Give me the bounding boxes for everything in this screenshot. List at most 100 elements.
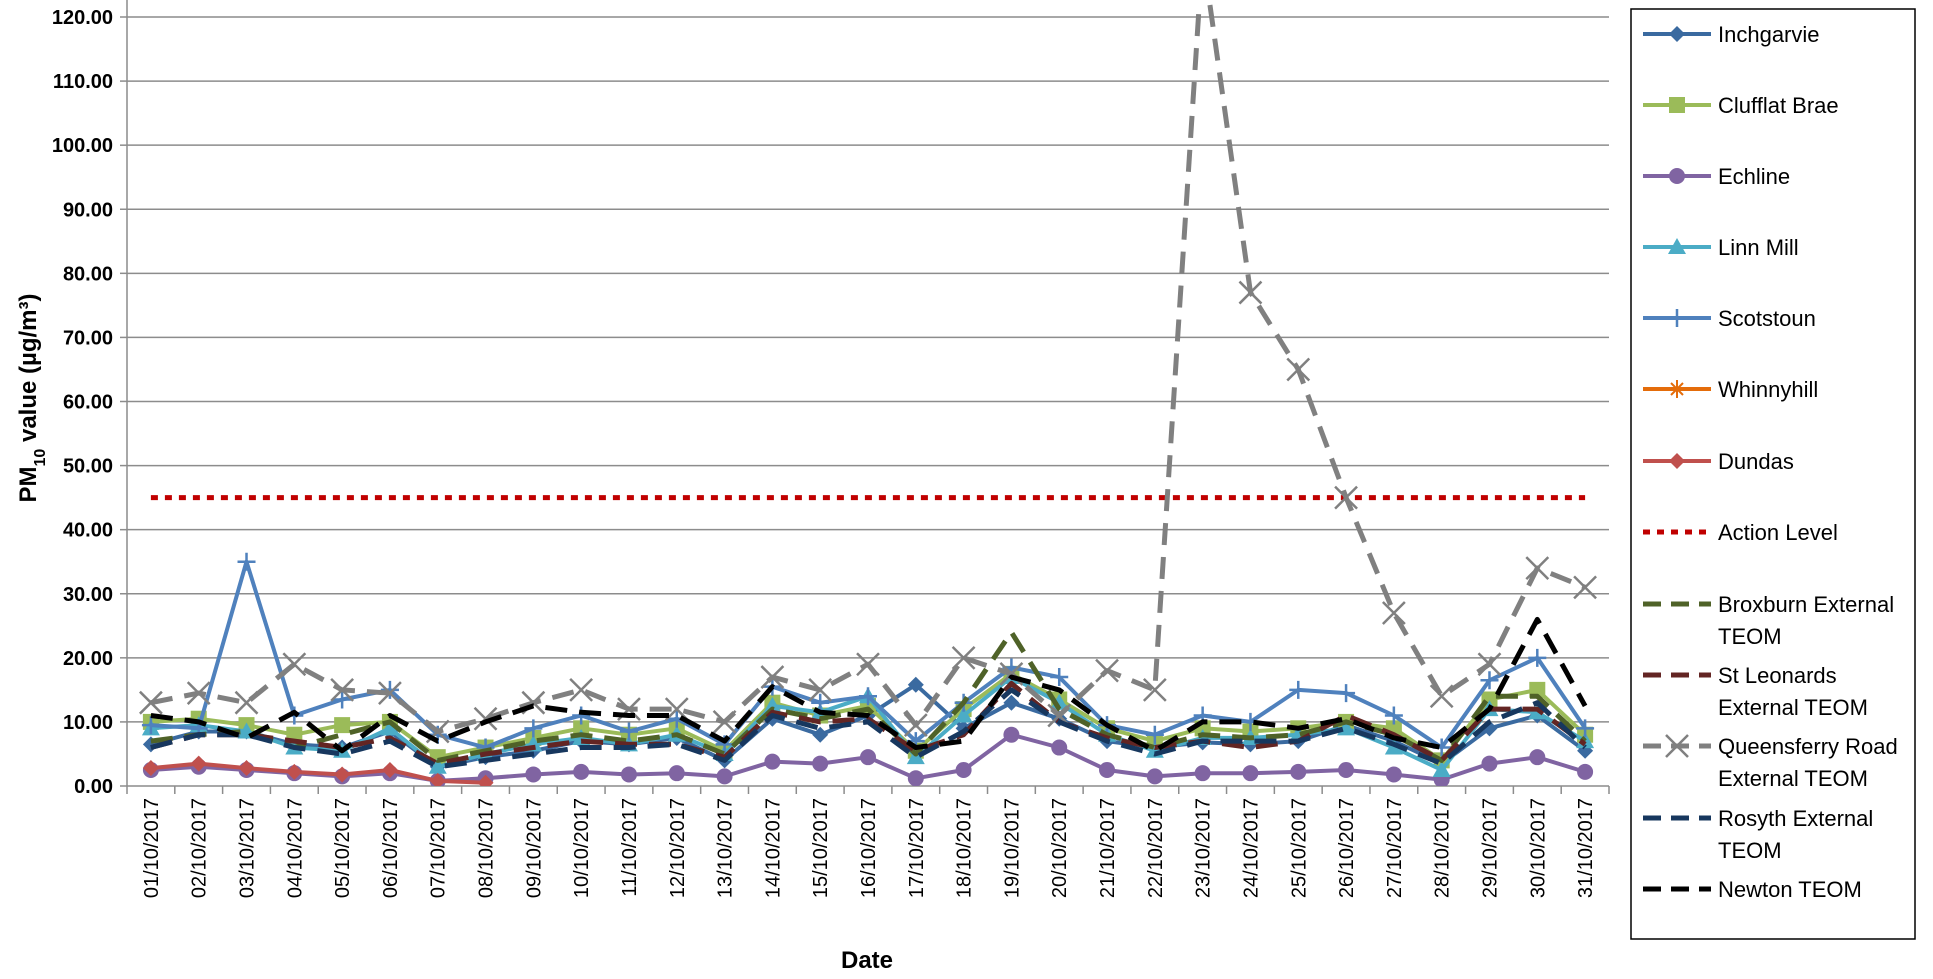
x-tick-label: 18/10/2017 <box>954 798 976 898</box>
data-point <box>238 760 255 777</box>
data-point <box>380 719 399 736</box>
legend-label: Queensferry Road <box>1718 734 1898 759</box>
x-tick-label: 24/10/2017 <box>1240 798 1262 898</box>
legend-label: TEOM <box>1718 624 1782 649</box>
data-point <box>1480 671 1499 690</box>
data-point <box>1577 763 1594 780</box>
x-tick-label: 14/10/2017 <box>762 798 784 898</box>
data-point <box>1290 763 1307 780</box>
data-point <box>190 755 207 772</box>
legend-entry: Rosyth External TEOM <box>1643 806 1873 863</box>
legend-label: Newton TEOM <box>1718 877 1862 902</box>
data-point <box>572 706 591 725</box>
y-tick-label: 10.00 <box>63 712 113 734</box>
data-point <box>1384 706 1403 725</box>
legend-label: Scotstoun <box>1718 306 1816 331</box>
legend-box <box>1630 8 1916 940</box>
data-point <box>812 726 829 743</box>
data-point <box>1432 760 1451 777</box>
legend-label: St Leonards <box>1718 663 1837 688</box>
y-tick-label: 20.00 <box>63 648 113 670</box>
x-tick-label: 20/10/2017 <box>1049 798 1071 898</box>
legend-entry: Linn Mill <box>1643 235 1799 260</box>
data-point <box>1238 280 1263 305</box>
legend-marker <box>1669 97 1685 113</box>
data-point <box>907 770 924 786</box>
series-broxburn-external-teom <box>150 629 1587 763</box>
data-point <box>237 552 256 571</box>
x-tick-label: 27/10/2017 <box>1384 798 1406 898</box>
legend-label: Whinnyhill <box>1718 377 1818 402</box>
y-tick-label: 60.00 <box>63 392 113 414</box>
legend-entry: Scotstoun <box>1643 306 1816 331</box>
x-tick-label: 13/10/2017 <box>715 798 737 898</box>
x-tick-label: 31/10/2017 <box>1575 798 1597 898</box>
legend: Inchgarvie Clufflat Brae Echline Linn Mill S… <box>1630 8 1916 940</box>
x-tick-label: 07/10/2017 <box>428 798 450 898</box>
x-tick-label: 21/10/2017 <box>1097 798 1119 898</box>
legend-entry: Newton TEOM <box>1643 877 1862 902</box>
data-point <box>1338 761 1355 778</box>
data-point <box>1381 601 1406 625</box>
y-tick-label: 90.00 <box>63 199 113 221</box>
x-tick-label: 23/10/2017 <box>1193 798 1215 898</box>
data-point <box>1385 766 1402 783</box>
legend-entry: Dundas <box>1643 449 1794 474</box>
data-point <box>142 760 159 777</box>
legend-marker <box>1669 168 1685 184</box>
data-point <box>524 719 543 738</box>
y-tick-label: 80.00 <box>63 263 113 285</box>
axes <box>120 0 1610 794</box>
data-point <box>1334 485 1358 510</box>
data-point <box>380 680 399 699</box>
legend-label: External TEOM <box>1718 766 1868 791</box>
data-point <box>668 765 685 782</box>
legend-marker <box>1668 309 1686 327</box>
series-dundas <box>142 755 494 786</box>
x-tick-label: 15/10/2017 <box>810 798 832 898</box>
data-point <box>1337 684 1356 703</box>
data-point <box>1003 726 1020 743</box>
legend-entry: Broxburn External TEOM <box>1643 592 1894 649</box>
data-point <box>428 757 447 774</box>
series-rosyth-external-teom <box>150 687 1587 770</box>
data-point <box>619 722 638 741</box>
x-axis-title: Date <box>841 947 893 974</box>
legend-entry: Echline <box>1643 164 1790 189</box>
series-newton-teom <box>150 616 1588 754</box>
data-point <box>333 690 352 709</box>
data-point <box>477 774 494 786</box>
series-lines <box>139 4 1597 786</box>
legend-label: Rosyth External <box>1718 806 1873 831</box>
x-tick-labels: 01/10/2017 02/10/2017 03/10/2017 04/10/2017… <box>141 798 1597 898</box>
legend-marker <box>1668 380 1686 398</box>
legend-label: Broxburn External <box>1718 592 1894 617</box>
data-point <box>1286 357 1311 382</box>
legend-entry: Whinnyhill <box>1643 377 1818 402</box>
x-tick-label: 12/10/2017 <box>667 798 689 898</box>
data-point <box>573 763 590 780</box>
data-point <box>525 766 542 783</box>
data-point <box>808 677 833 702</box>
data-point <box>334 717 351 734</box>
y-tick-label: 100.00 <box>52 135 113 157</box>
x-tick-label: 10/10/2017 <box>571 798 593 898</box>
x-tick-label: 22/10/2017 <box>1145 798 1167 898</box>
y-tick-label: 50.00 <box>63 456 113 478</box>
data-point <box>1003 694 1020 711</box>
data-point <box>378 681 402 705</box>
data-point <box>1142 677 1167 702</box>
legend-label: Action Level <box>1718 520 1838 545</box>
data-point <box>1525 556 1550 581</box>
x-tick-label: 02/10/2017 <box>189 798 211 898</box>
data-point <box>186 681 211 705</box>
x-tick-label: 29/10/2017 <box>1479 798 1501 898</box>
data-point <box>1289 680 1308 699</box>
data-point <box>234 690 259 715</box>
data-point <box>1481 755 1498 772</box>
data-point <box>760 665 785 689</box>
x-tick-label: 26/10/2017 <box>1336 798 1358 898</box>
x-tick-label: 03/10/2017 <box>237 798 259 898</box>
legend-label: Clufflat Brae <box>1718 93 1839 118</box>
